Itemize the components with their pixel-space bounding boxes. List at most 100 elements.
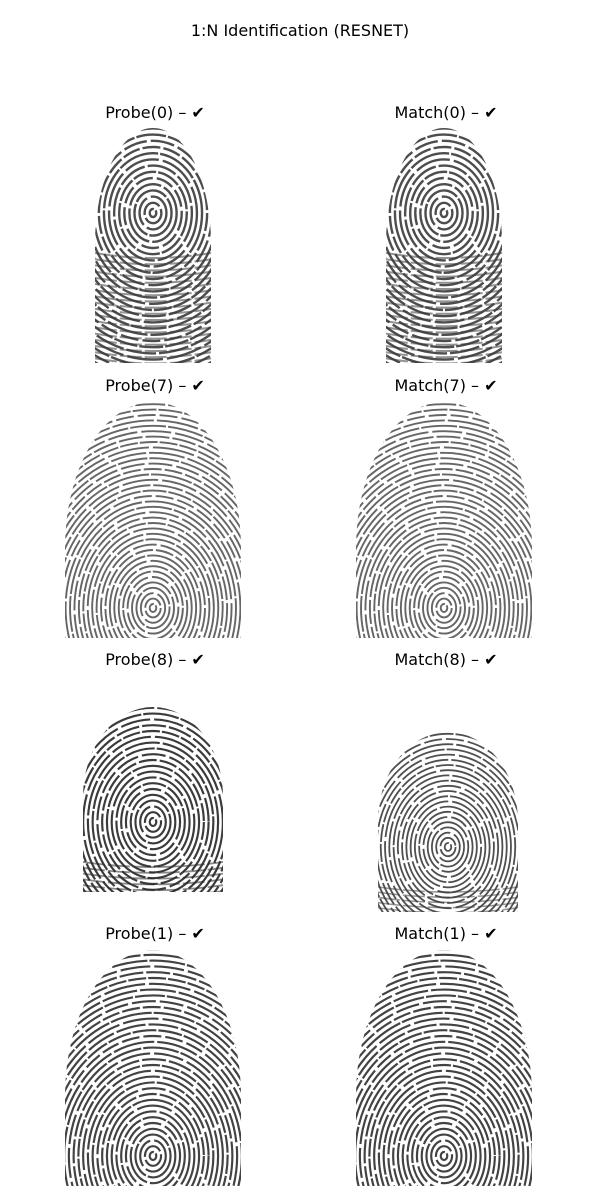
ridge-line [356,457,532,638]
ridge-line [65,1040,241,1186]
match-fingerprint-image [378,732,518,912]
ridge-line [95,128,211,324]
ridge-line [65,457,241,638]
ridge-line [431,826,465,868]
ridge-line [392,1092,496,1186]
fingerprint-ridges [386,128,502,363]
ridge-line [378,907,518,912]
ridge-line [377,527,511,638]
ridge-line [378,732,518,912]
ridge-line [356,408,532,638]
ridge-line [95,139,211,287]
ridge-line [386,128,502,343]
ridge-line [378,748,518,912]
match-fingerprint-image [356,402,532,638]
ridge-line [386,128,502,318]
ridge-line [356,430,532,638]
ridge-line [386,133,502,293]
ridge-line [356,971,532,1186]
ridge-line [95,258,211,266]
ridge-line [356,414,532,638]
ridge-line [95,128,211,363]
ridge-line [143,1145,163,1167]
ridge-line [386,314,502,321]
ridge-line [378,891,518,898]
ridge-line [126,576,180,638]
ridge-line [393,152,495,274]
ridge-line [396,1098,492,1186]
ridge-line [95,128,211,318]
ridge-line [386,128,502,363]
ridge-line [360,505,528,638]
match-panel-8: Match(8) – ✔ [331,650,561,915]
ridge-line [100,543,206,638]
ridge-line [408,565,480,638]
ridge-line [439,1150,449,1162]
ridge-line [83,707,223,892]
ridge-line [434,201,454,225]
ridge-line [65,1046,241,1186]
ridge-line [67,1052,239,1186]
ridge-line [386,258,502,266]
ridge-line [386,338,502,346]
ridge-line [435,831,461,863]
ridge-line [101,1092,205,1186]
ridge-line [124,787,182,857]
ridge-line [378,732,518,912]
ridge-line [386,538,502,638]
probe-panel-1: Probe(1) – ✔ [40,924,270,1189]
ridge-line [356,500,532,638]
ridge-line [419,183,469,243]
ridge-line [391,543,497,638]
ridge-line [107,158,199,268]
ridge-line [386,128,502,363]
ridge-line [386,276,502,284]
fingerprint-ridges [83,707,223,892]
ridge-line [65,414,241,638]
ridge-line [420,1127,468,1185]
ridge-line [356,473,532,638]
ridge-line [95,128,211,343]
ridge-line [356,462,532,638]
ridge-line [104,549,202,638]
ridge-line [443,842,453,852]
ridge-line [65,489,241,638]
ridge-line [386,128,502,363]
ridge-line [386,128,502,363]
ridge-line [95,128,211,363]
ridge-line [65,441,241,638]
ridge-line [96,1087,210,1186]
ridge-line [386,128,502,306]
ridge-line [386,128,502,361]
ridge-line [129,1127,177,1185]
ridge-line [378,886,518,893]
ridge-line [95,264,211,272]
ridge-line [117,565,189,638]
ridge-line [65,1005,241,1186]
ridge-line [65,435,241,638]
ridge-line [386,283,502,290]
match-label: Match(8) – ✔ [394,650,498,669]
ridge-line [124,1121,182,1186]
ridge-line [95,314,211,321]
ridge-line [86,527,220,638]
ridge-line [139,1139,167,1173]
ridge-line [430,592,458,624]
ridge-line [401,790,495,904]
ridge-line [378,901,518,909]
ridge-line [91,532,215,638]
ridge-line [65,424,241,638]
ridge-line [386,128,502,324]
ridge-line [356,1046,532,1186]
ridge-line [139,805,167,839]
ridge-line [77,1063,229,1186]
ridge-line [110,1104,196,1186]
ridge-line [115,1110,191,1186]
ridge-line [395,549,493,638]
ridge-line [378,743,518,912]
ridge-line [368,516,520,638]
ridge-line [415,1121,473,1186]
ridge-line [386,128,502,363]
ridge-line [403,164,485,262]
ridge-line [65,478,241,638]
